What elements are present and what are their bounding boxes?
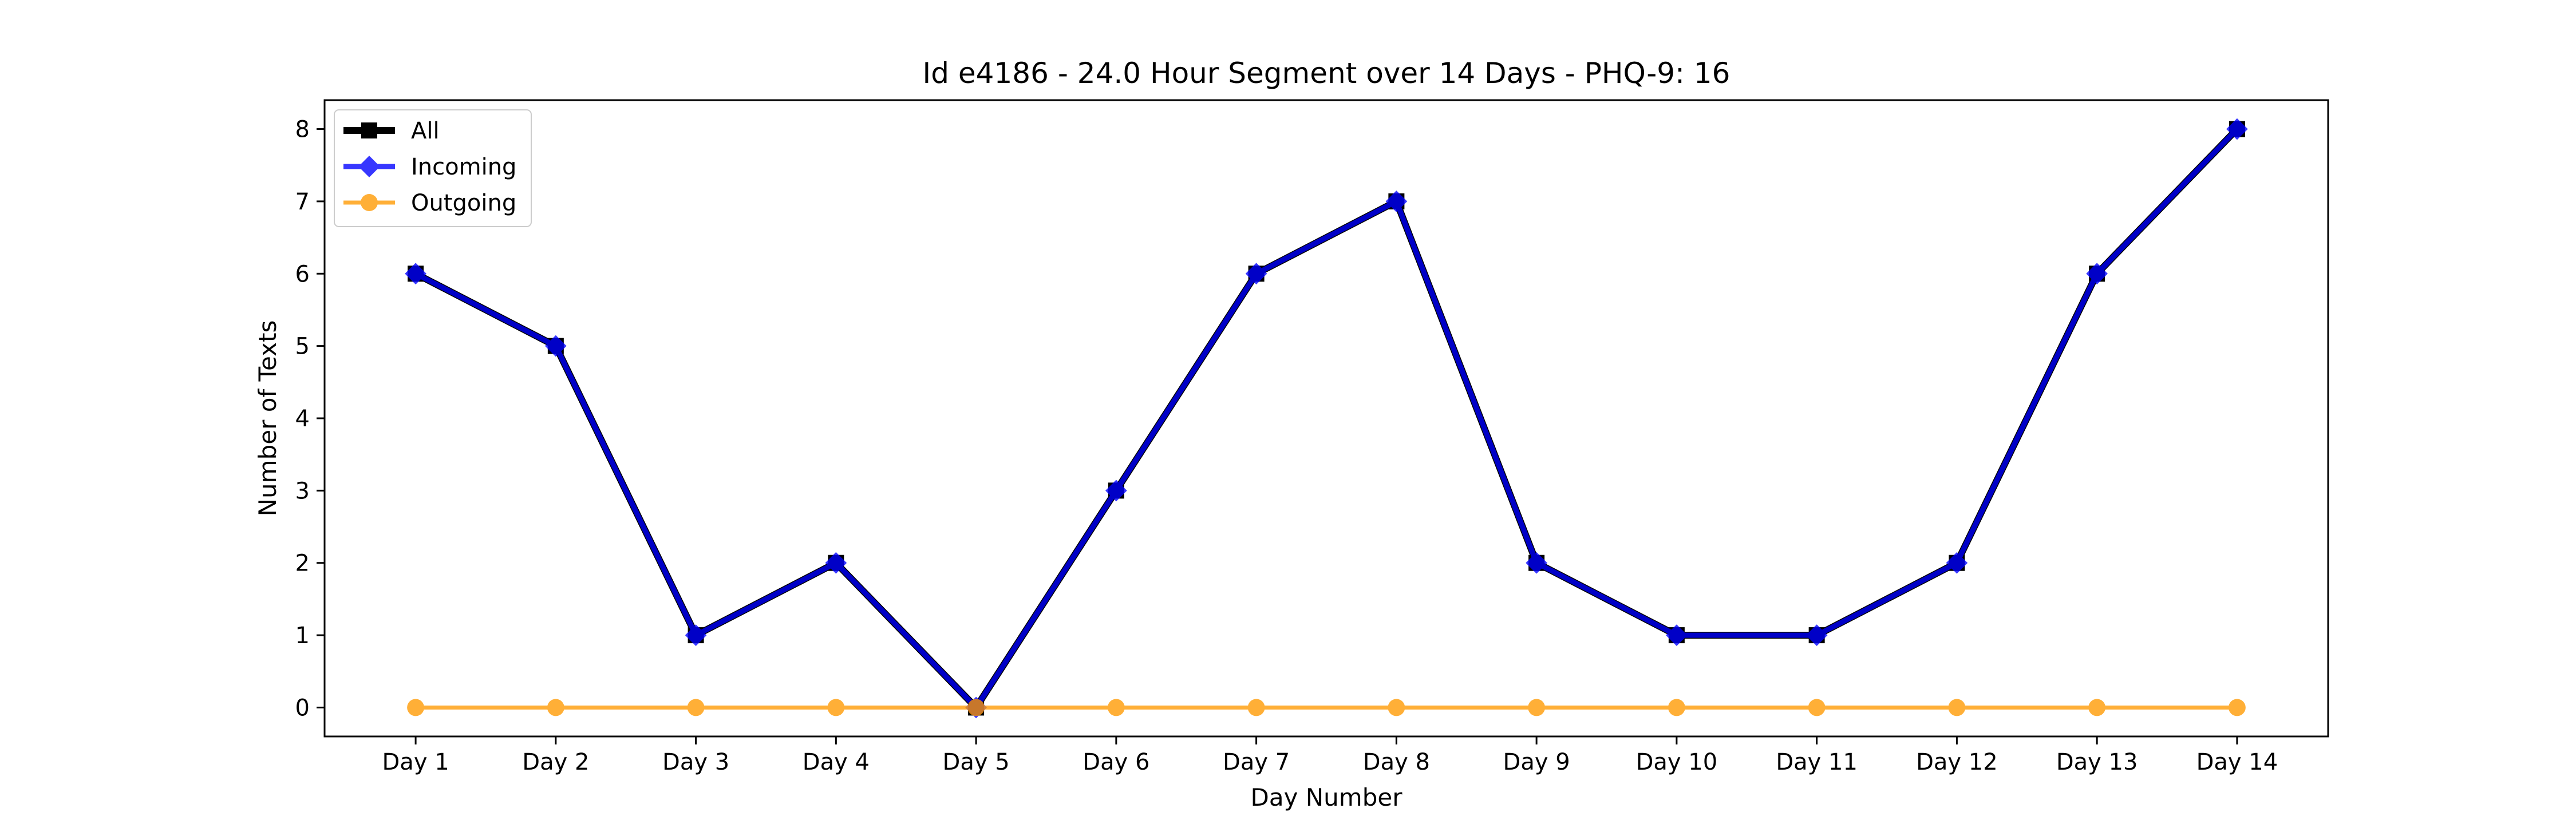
data-point xyxy=(1526,552,1547,574)
data-point xyxy=(1245,263,1267,285)
data-point xyxy=(1107,699,1125,716)
y-tick-label: 3 xyxy=(295,478,310,504)
y-tick-label: 0 xyxy=(295,695,310,721)
data-point xyxy=(1247,699,1265,716)
data-point xyxy=(405,263,426,285)
y-tick-label: 2 xyxy=(295,550,310,577)
x-tick-label: Day 13 xyxy=(2056,749,2138,775)
data-point xyxy=(1385,191,1408,212)
legend: All Incoming Outgoing xyxy=(334,109,532,227)
legend-label: Incoming xyxy=(411,154,516,180)
legend-item-outgoing xyxy=(343,194,395,211)
data-point xyxy=(2088,699,2106,716)
legend-item-incoming xyxy=(343,156,395,177)
data-point xyxy=(1105,480,1127,502)
data-point xyxy=(2086,263,2108,285)
data-point xyxy=(1528,699,1546,716)
x-tick-label: Day 9 xyxy=(1503,749,1570,775)
y-axis-label: Number of Texts xyxy=(254,320,282,517)
data-point xyxy=(827,699,845,716)
data-point xyxy=(1808,699,1826,716)
data-point xyxy=(1388,699,1405,716)
legend-marker xyxy=(361,122,377,138)
data-point xyxy=(967,699,985,716)
data-point xyxy=(1668,699,1685,716)
legend-frame xyxy=(334,109,532,227)
y-tick-label: 5 xyxy=(295,334,310,360)
x-tick-label: Day 2 xyxy=(522,749,589,775)
data-point xyxy=(544,335,567,357)
legend-item-all xyxy=(343,122,395,138)
chart-title: Id e4186 - 24.0 Hour Segment over 14 Day… xyxy=(923,57,1730,90)
y-tick-label: 1 xyxy=(295,623,310,649)
data-point xyxy=(1948,699,1966,716)
x-tick-label: Day 14 xyxy=(2196,749,2278,775)
legend-marker xyxy=(358,156,380,177)
x-tick-label: Day 1 xyxy=(382,749,449,775)
data-point xyxy=(1946,552,1968,574)
series-incoming xyxy=(405,118,2248,719)
series-outgoing xyxy=(407,699,2246,716)
data-point xyxy=(2228,699,2246,716)
data-point xyxy=(1805,624,1828,646)
series-lines xyxy=(405,118,2248,719)
y-tick-label: 4 xyxy=(295,406,310,432)
y-tick-label: 7 xyxy=(295,189,310,215)
x-tick-label: Day 7 xyxy=(1223,749,1290,775)
y-tick-label: 8 xyxy=(295,117,310,143)
axis-ticks: Day 1 Day 2 Day 3 Day 4 Day 5 Day 6 Day 7 Day 8… xyxy=(295,117,2278,775)
x-tick-label: Day 4 xyxy=(803,749,870,775)
data-point xyxy=(407,699,425,716)
legend-marker xyxy=(361,194,378,211)
data-point xyxy=(547,699,564,716)
data-point xyxy=(1666,624,1688,646)
series-line-incoming xyxy=(414,127,2239,710)
x-tick-label: Day 8 xyxy=(1363,749,1430,775)
x-tick-label: Day 10 xyxy=(1636,749,1718,775)
data-point xyxy=(687,699,705,716)
series-all xyxy=(408,121,2245,716)
x-tick-label: Day 11 xyxy=(1776,749,1858,775)
y-tick-label: 6 xyxy=(295,261,310,287)
x-axis-label: Day Number xyxy=(1250,783,1402,811)
data-point xyxy=(685,624,707,646)
data-point xyxy=(2226,118,2248,140)
legend-label: All xyxy=(411,118,440,144)
x-tick-label: Day 5 xyxy=(943,749,1010,775)
legend-label: Outgoing xyxy=(411,190,516,216)
x-tick-label: Day 12 xyxy=(1916,749,1998,775)
data-point xyxy=(825,552,847,574)
x-tick-label: Day 6 xyxy=(1082,749,1149,775)
x-tick-label: Day 3 xyxy=(662,749,729,775)
plot-area-frame xyxy=(323,99,2329,738)
